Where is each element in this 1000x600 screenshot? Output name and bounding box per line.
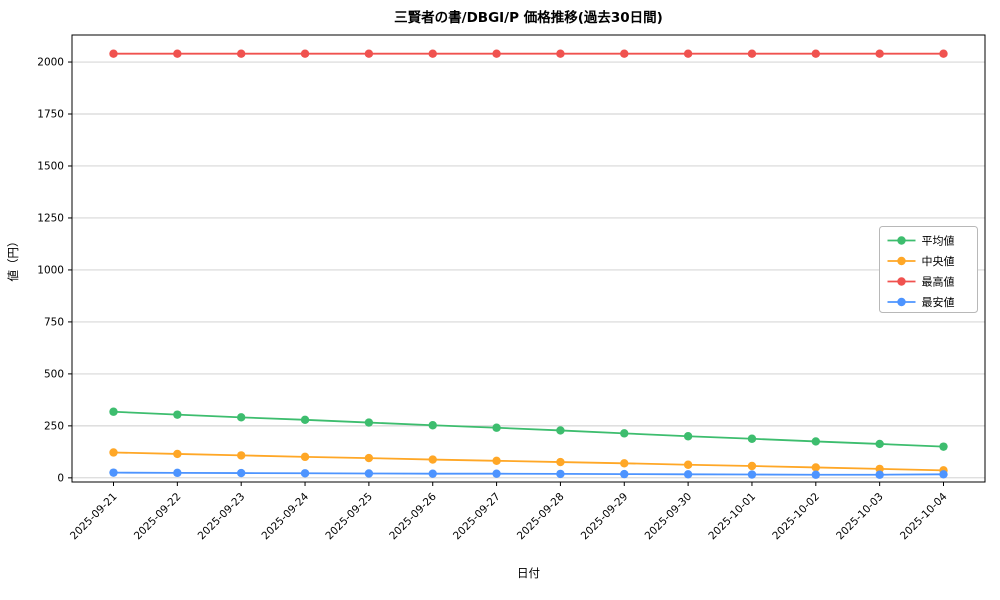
- series-marker-min: [939, 470, 948, 479]
- series-marker-median: [556, 457, 565, 467]
- series-marker-max: [364, 49, 374, 58]
- series-marker-median: [173, 449, 182, 459]
- series-marker-average: [173, 410, 182, 419]
- series-marker-average: [683, 432, 693, 441]
- y-tick-label: 500: [44, 369, 64, 381]
- series-marker-average: [300, 415, 310, 425]
- series-marker-average: [939, 442, 948, 451]
- legend-label-max: 最高値: [922, 274, 955, 288]
- y-tick-label: 750: [44, 317, 64, 329]
- series-marker-median: [236, 451, 246, 460]
- series-marker-min: [364, 469, 374, 478]
- series-marker-max: [173, 49, 182, 58]
- series-marker-max: [875, 49, 884, 58]
- series-marker-median: [364, 453, 374, 463]
- y-tick-label: 1500: [37, 161, 64, 173]
- series-marker-median: [492, 456, 501, 465]
- series-marker-average: [236, 413, 246, 422]
- series-marker-max: [236, 49, 246, 58]
- series-line-median: [113, 451, 944, 472]
- series-marker-min: [747, 470, 757, 479]
- y-tick-label: 1250: [37, 213, 64, 225]
- legend-box: [879, 226, 978, 313]
- y-tick-label: 1000: [37, 265, 64, 277]
- series-marker-median: [683, 460, 693, 469]
- series-marker-median: [811, 463, 821, 472]
- series-marker-average: [492, 423, 501, 432]
- chart-title: 三賢者の書/DBGI/P 価格推移(過去30日間): [394, 9, 663, 26]
- series-marker-max: [683, 49, 693, 58]
- series-marker-average: [811, 437, 821, 446]
- series-marker-min: [875, 470, 884, 479]
- series-marker-average: [556, 426, 565, 435]
- y-tick-label: 0: [57, 473, 64, 485]
- series-marker-min: [556, 469, 565, 479]
- series-marker-min: [300, 469, 310, 478]
- series-marker-median: [428, 455, 437, 464]
- y-axis-label: 値（円）: [6, 236, 20, 282]
- legend-marker-min: [897, 297, 906, 307]
- series-marker-median: [747, 461, 757, 471]
- series-marker-median: [109, 448, 118, 457]
- series-marker-average: [364, 418, 374, 427]
- series-marker-min: [492, 469, 501, 478]
- series-marker-average: [109, 407, 118, 416]
- series-marker-median: [300, 452, 310, 462]
- series-marker-min: [236, 468, 246, 478]
- series-marker-min: [620, 469, 629, 479]
- series-marker-min: [683, 470, 693, 479]
- series-marker-median: [875, 464, 884, 474]
- series-marker-max: [109, 49, 118, 58]
- series-marker-max: [492, 49, 501, 58]
- legend-marker-average: [897, 236, 906, 245]
- legend-marker-median: [897, 256, 906, 266]
- legend-label-average: 平均値: [922, 234, 955, 247]
- series-marker-min: [173, 468, 182, 478]
- series-line-average: [113, 410, 944, 448]
- series-marker-average: [875, 439, 884, 449]
- series-marker-min: [109, 468, 118, 477]
- series-marker-max: [300, 49, 310, 58]
- legend-label-median: 中央値: [922, 255, 955, 268]
- y-tick-label: 1750: [37, 109, 64, 121]
- series-marker-max: [747, 49, 757, 58]
- legend-label-min: 最安値: [922, 295, 955, 309]
- series-marker-max: [811, 49, 821, 58]
- series-line-min: [113, 471, 944, 476]
- series-marker-max: [620, 49, 629, 58]
- series-marker-average: [428, 421, 437, 430]
- y-tick-label: 2000: [37, 57, 64, 69]
- legend-marker-max: [897, 277, 906, 286]
- series-marker-max: [428, 49, 437, 58]
- series-marker-median: [620, 459, 629, 468]
- series-marker-min: [428, 469, 437, 478]
- x-axis-label: 日付: [517, 566, 540, 580]
- series-marker-average: [620, 429, 629, 438]
- series-marker-min: [811, 470, 821, 479]
- plot-border: [71, 34, 986, 483]
- series-marker-average: [747, 434, 757, 443]
- series-marker-max: [939, 49, 948, 58]
- y-tick-label: 250: [44, 421, 64, 433]
- series-marker-max: [556, 49, 565, 58]
